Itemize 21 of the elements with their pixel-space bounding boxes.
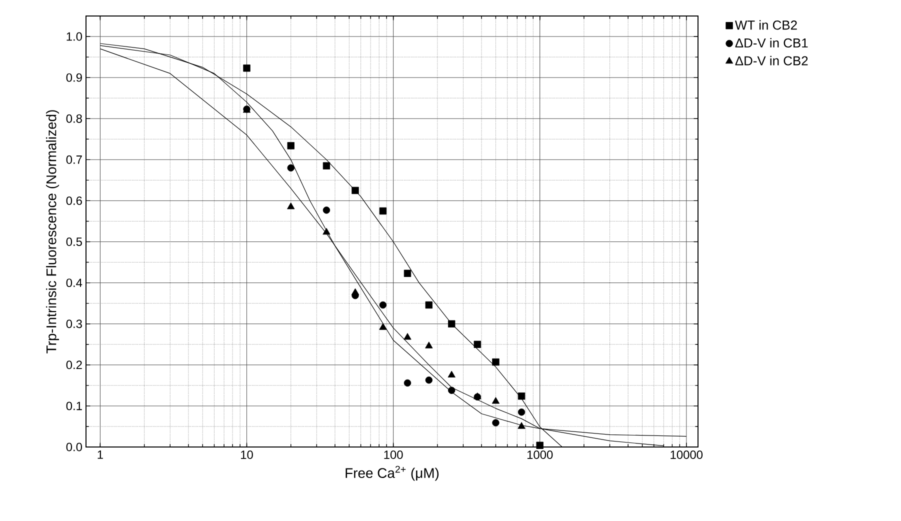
y-tick-label: 0.9 [66, 73, 82, 82]
x-tick-label: 1 [98, 450, 103, 459]
y-tick-label: 0.5 [66, 238, 82, 246]
y-tick-label: 0.1 [66, 402, 82, 410]
y-tick-label: 0.2 [66, 360, 82, 370]
y-tick-label: 0.7 [66, 155, 82, 164]
x-tick-label: 100 [384, 450, 403, 459]
x-axis-title: Free Ca$^{2+}$ (μM) [346, 466, 439, 481]
y-tick-label: 1.0 [66, 32, 82, 41]
x-tick-label: 1000 [527, 450, 553, 459]
y-tick-label: 0.8 [66, 114, 82, 123]
y-axis-title: Trp-Intrinsic Fluorescence (Normalized) [46, 110, 60, 354]
y-tick-label: 0.6 [66, 196, 82, 205]
y-tick-label: 0.3 [66, 320, 82, 328]
legend-label: ΔD-V in CB1 [735, 38, 808, 48]
x-tick-label: 10 [241, 450, 253, 459]
legend-label: ΔD-V in CB2 [735, 56, 808, 66]
legend-label: WT in CB2 [734, 20, 797, 30]
y-tick-label: 0.0 [66, 442, 82, 452]
x-tick-label: 10000 [670, 450, 703, 459]
y-tick-label: 0.4 [66, 278, 82, 288]
